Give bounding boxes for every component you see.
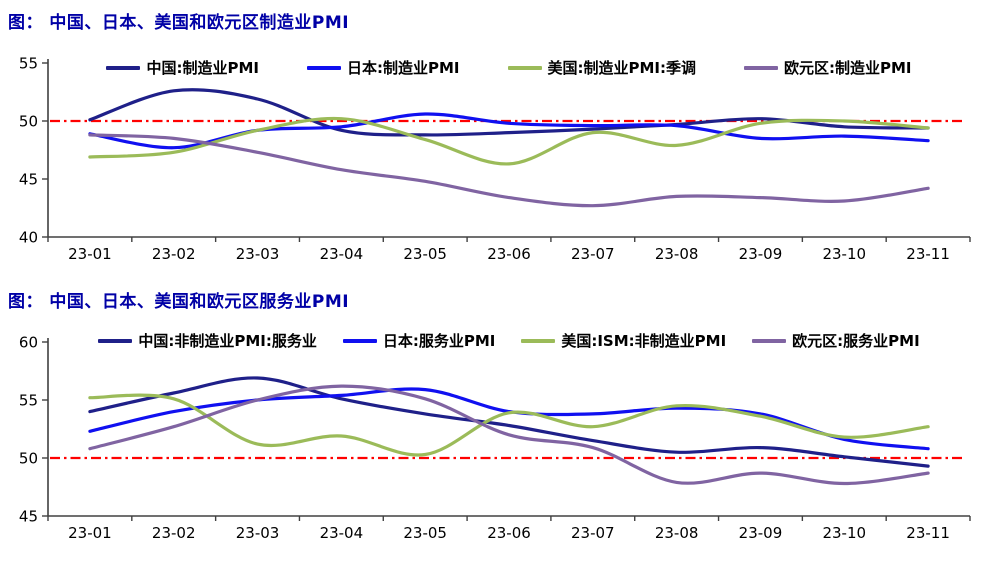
y-tick-label: 45 (19, 507, 38, 525)
x-tick-label: 23-01 (68, 524, 112, 542)
legend-item: 中国:非制造业PMI:服务业 (98, 330, 317, 351)
series-line (88, 393, 930, 457)
x-tick-label: 23-06 (487, 245, 531, 263)
y-tick-label: 60 (19, 333, 38, 351)
legend-item: 欧元区:制造业PMI (744, 57, 912, 78)
x-tick-label: 23-02 (152, 245, 196, 263)
legend-line-swatch (521, 338, 556, 343)
x-tick-label: 23-02 (152, 524, 196, 542)
legend-line-swatch (106, 65, 141, 70)
legend-label: 欧元区:服务业PMI (792, 332, 920, 350)
services-chart-title: 图： 中国、日本、美国和欧元区服务业PMI (8, 292, 350, 312)
x-tick-label: 23-01 (68, 245, 112, 263)
y-tick-label: 50 (19, 449, 38, 467)
legend-label: 美国:ISM:非制造业PMI (561, 332, 727, 350)
services-chart-legend: 中国:非制造业PMI:服务业 日本:服务业PMI 美国:ISM:非制造业PMI 欧元区… (48, 330, 970, 351)
x-tick-label: 23-11 (906, 524, 950, 542)
x-tick-label: 23-09 (739, 245, 783, 263)
legend-line-swatch (98, 338, 133, 343)
services-pmi-chart: 中国:非制造业PMI:服务业 日本:服务业PMI 美国:ISM:非制造业PMI 欧元区… (0, 316, 1003, 561)
x-tick-label: 23-10 (822, 245, 866, 263)
x-tick-label: 23-07 (571, 245, 615, 263)
x-tick-label: 23-05 (403, 524, 447, 542)
series-line (88, 387, 930, 451)
legend-label: 欧元区:制造业PMI (784, 59, 912, 77)
legend-label: 中国:制造业PMI (146, 59, 259, 77)
x-tick-label: 23-10 (822, 524, 866, 542)
manufacturing-pmi-chart: 中国:制造业PMI 日本:制造业PMI 美国:制造业PMI:季调 欧元区:制造业PMI… (0, 37, 1003, 279)
legend-label: 日本:服务业PMI (382, 332, 496, 350)
legend-item: 日本:服务业PMI (342, 330, 496, 351)
series-line (88, 116, 930, 166)
legend-item: 美国:制造业PMI:季调 (507, 57, 697, 78)
series-line (88, 88, 930, 137)
legend-line-swatch (744, 65, 778, 70)
manufacturing-plot-svg: 40 45 50 55 23-01 23-02 23-03 23-04 23-05 23-06 23… (19, 54, 971, 263)
x-tick-label: 23-03 (236, 524, 280, 542)
legend-item: 中国:制造业PMI (106, 57, 259, 78)
y-tick-label: 55 (19, 391, 38, 409)
legend-line-swatch (752, 338, 787, 343)
y-tick-label: 45 (19, 170, 38, 188)
x-tick-label: 23-04 (320, 245, 364, 263)
legend-line-swatch (507, 65, 542, 70)
x-tick-label: 23-06 (487, 524, 531, 542)
legend-label: 日本:制造业PMI (346, 59, 460, 77)
x-tick-label: 23-09 (739, 524, 783, 542)
x-tick-label: 23-07 (571, 524, 615, 542)
x-tick-label: 23-08 (655, 524, 699, 542)
legend-item: 日本:制造业PMI (306, 57, 460, 78)
legend-line-swatch (306, 65, 341, 70)
series-line (88, 384, 930, 486)
series-line (88, 133, 930, 208)
manufacturing-chart-title: 图： 中国、日本、美国和欧元区制造业PMI (8, 13, 350, 33)
legend-item: 美国:ISM:非制造业PMI (521, 330, 726, 351)
x-tick-label: 23-03 (236, 245, 280, 263)
y-tick-label: 50 (19, 112, 38, 130)
manufacturing-chart-legend: 中国:制造业PMI 日本:制造业PMI 美国:制造业PMI:季调 欧元区:制造业PMI (48, 57, 970, 78)
legend-line-swatch (342, 338, 377, 343)
manufacturing-pmi-section: 图： 中国、日本、美国和欧元区制造业PMI 中国:制造业PMI 日本:制造业PMI… (0, 0, 1003, 279)
legend-item: 欧元区:服务业PMI (752, 330, 920, 351)
x-tick-label: 23-08 (655, 245, 699, 263)
services-pmi-section: 图： 中国、日本、美国和欧元区服务业PMI 中国:非制造业PMI:服务业 日本:服… (0, 279, 1003, 561)
series-line (88, 376, 930, 468)
services-plot-svg: 45 50 55 60 23-01 23-02 23-03 23-04 23-05 23-06 23… (19, 333, 971, 542)
legend-label: 中国:非制造业PMI:服务业 (138, 332, 317, 350)
x-tick-label: 23-05 (403, 245, 447, 263)
x-tick-label: 23-11 (906, 245, 950, 263)
legend-label: 美国:制造业PMI:季调 (547, 59, 697, 77)
y-tick-label: 55 (19, 54, 38, 72)
x-tick-label: 23-04 (320, 524, 364, 542)
y-tick-label: 40 (19, 228, 38, 246)
